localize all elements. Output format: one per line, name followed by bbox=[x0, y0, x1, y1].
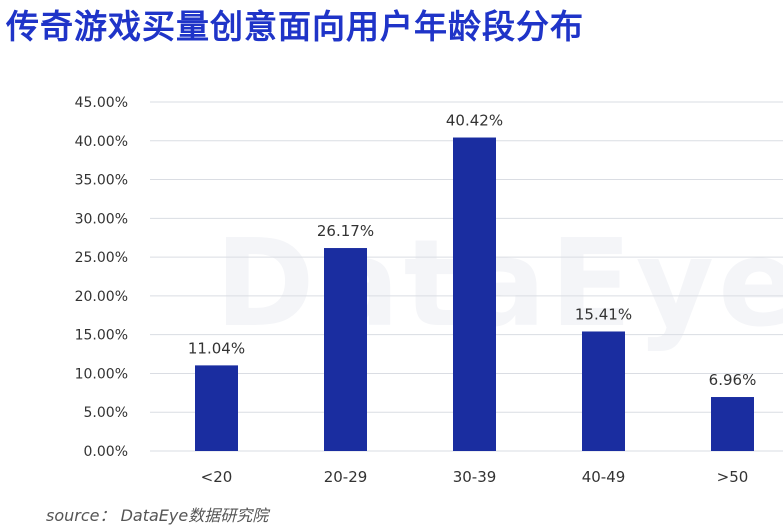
data-label: 6.96% bbox=[709, 371, 757, 389]
chart-title: 传奇游戏买量创意面向用户年龄段分布 bbox=[6, 7, 584, 46]
watermark: DataEye bbox=[215, 215, 783, 354]
bar bbox=[453, 137, 496, 451]
y-tick-label: 15.00% bbox=[75, 328, 128, 344]
bar-chart: 0.00% 5.00% 10.00% 15.00% 20.00% 25.00% 30.00%… bbox=[75, 95, 783, 486]
bar bbox=[195, 365, 238, 451]
category-label: 20-29 bbox=[324, 468, 368, 486]
y-axis-ticks: 0.00% 5.00% 10.00% 15.00% 20.00% 25.00% 30.00%… bbox=[75, 95, 128, 460]
category-label: 30-39 bbox=[453, 468, 497, 486]
bars bbox=[195, 137, 754, 451]
category-label: >50 bbox=[717, 468, 749, 486]
y-tick-label: 35.00% bbox=[75, 173, 128, 189]
y-tick-label: 40.00% bbox=[75, 134, 128, 150]
source-note: source： DataEye数据研究院 bbox=[46, 506, 269, 525]
y-tick-label: 30.00% bbox=[75, 211, 128, 227]
y-tick-label: 20.00% bbox=[75, 289, 128, 305]
data-label: 15.41% bbox=[575, 305, 632, 323]
data-labels: 11.04% 26.17% 40.42% 15.41% 6.96% bbox=[188, 112, 756, 390]
data-label: 26.17% bbox=[317, 222, 374, 240]
y-tick-label: 10.00% bbox=[75, 366, 128, 382]
bar bbox=[582, 331, 625, 451]
bar bbox=[711, 397, 754, 451]
category-label: 40-49 bbox=[582, 468, 626, 486]
category-label: <20 bbox=[201, 468, 233, 486]
data-label: 40.42% bbox=[446, 112, 503, 130]
data-label: 11.04% bbox=[188, 339, 245, 357]
y-tick-label: 25.00% bbox=[75, 250, 128, 266]
y-tick-label: 45.00% bbox=[75, 95, 128, 111]
y-tick-label: 0.00% bbox=[84, 444, 128, 460]
x-axis-categories: <20 20-29 30-39 40-49 >50 bbox=[201, 468, 749, 486]
bar bbox=[324, 248, 367, 451]
y-tick-label: 5.00% bbox=[84, 405, 128, 421]
